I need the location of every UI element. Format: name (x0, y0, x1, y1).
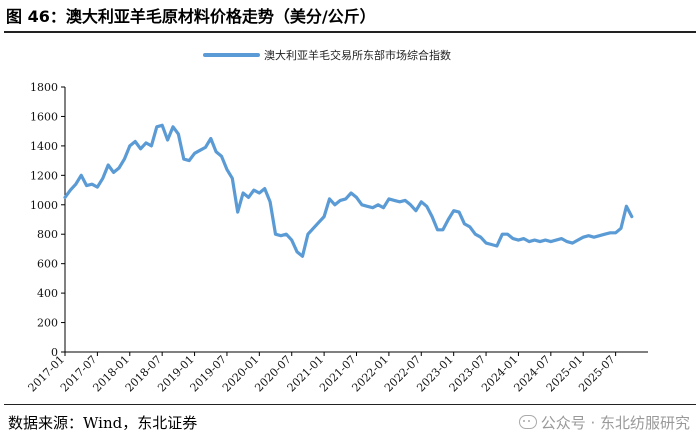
chart-legend: 澳大利亚羊毛交易所东部市场综合指数 (203, 48, 451, 62)
source-divider (4, 404, 696, 405)
watermark-text: 公众号 · 东北纺服研究 (540, 414, 690, 432)
y-tick-label: 1800 (30, 81, 58, 94)
y-tick-label: 800 (37, 228, 58, 241)
wechat-icon (518, 415, 537, 429)
y-tick-label: 600 (37, 258, 58, 271)
y-tick-label: 1000 (30, 199, 58, 212)
y-tick-label: 1200 (30, 169, 58, 182)
legend-label: 澳大利亚羊毛交易所东部市场综合指数 (264, 48, 451, 62)
y-tick-label: 1600 (30, 110, 58, 123)
x-tick-label: 2025-07 (576, 353, 618, 395)
x-axis: 2017-012017-072018-012018-072019-012019-… (26, 351, 648, 395)
series-line (63, 123, 634, 258)
figure-title: 图 46：澳大利亚羊毛原材料价格走势（美分/公斤） (6, 7, 376, 26)
data-source: 数据来源：Wind，东北证券 (8, 414, 198, 432)
y-tick-label: 1400 (30, 140, 58, 153)
y-tick-label: 400 (37, 287, 58, 300)
watermark: 公众号 · 东北纺服研究 (518, 410, 690, 436)
line-chart: 澳大利亚羊毛交易所东部市场综合指数 0 200 400 600 800 1000 1200 1… (26, 48, 648, 395)
title-divider (4, 31, 696, 33)
y-axis: 0 200 400 600 800 1000 1200 1400 1600 1800 (30, 81, 66, 359)
y-tick-label: 0 (51, 346, 58, 359)
y-tick-label: 200 (37, 317, 58, 330)
